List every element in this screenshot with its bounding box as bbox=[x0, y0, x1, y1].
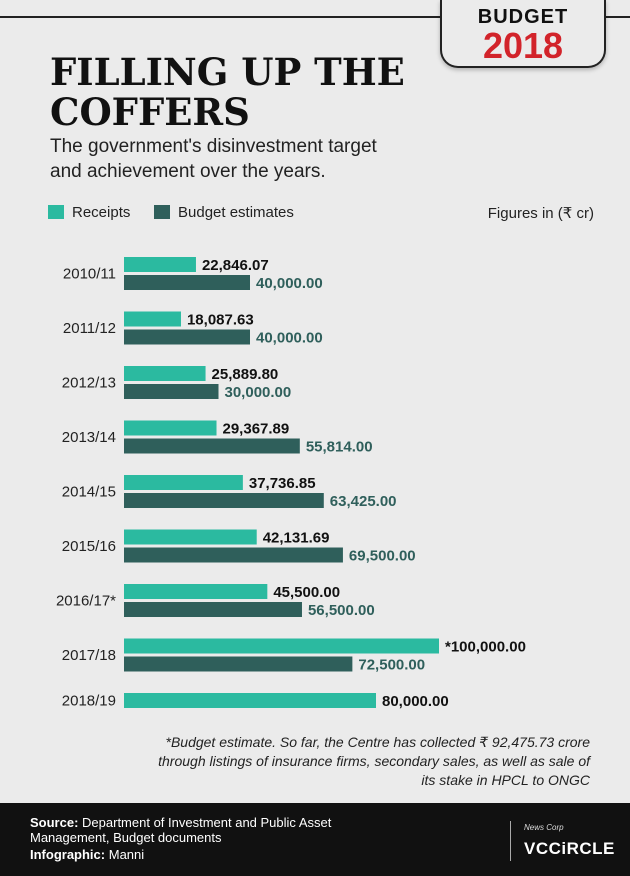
source-block: Source: Department of Investment and Pub… bbox=[30, 815, 390, 862]
source-text: Department of Investment and Public Asse… bbox=[30, 815, 332, 845]
brand-logo: VCCiRCLE bbox=[524, 839, 615, 858]
source-label: Source: bbox=[30, 815, 79, 830]
bar-budget bbox=[124, 329, 250, 345]
category-label: 2017/18 bbox=[62, 647, 116, 664]
bar-receipts bbox=[124, 693, 376, 708]
bar-receipts bbox=[124, 529, 257, 545]
data-label: 45,500.00 bbox=[273, 584, 340, 601]
bar-receipts bbox=[124, 257, 196, 272]
data-label: 37,736.85 bbox=[249, 475, 316, 492]
bar-receipts bbox=[124, 420, 217, 436]
data-label: 69,500.00 bbox=[349, 548, 416, 565]
footer-divider bbox=[510, 821, 511, 861]
publisher-logo: News Corp bbox=[524, 823, 564, 832]
data-label: 18,087.63 bbox=[187, 312, 254, 329]
budget-badge: BUDGET 2018 bbox=[440, 0, 606, 68]
category-label: 2012/13 bbox=[62, 375, 116, 392]
legend-label-budget: Budget estimates bbox=[178, 204, 294, 221]
badge-year: 2018 bbox=[482, 25, 564, 66]
data-label: 40,000.00 bbox=[256, 275, 323, 292]
data-label: 22,846.07 bbox=[202, 257, 269, 274]
legend-item-receipts: Receipts bbox=[48, 204, 130, 221]
legend-swatch-receipts bbox=[48, 205, 64, 219]
data-label: 30,000.00 bbox=[225, 384, 292, 401]
category-label: 2018/19 bbox=[62, 693, 116, 710]
category-label: 2015/16 bbox=[62, 538, 116, 555]
category-label: 2011/12 bbox=[63, 320, 116, 337]
footnote: *Budget estimate. So far, the Centre has… bbox=[158, 734, 590, 788]
bar-budget bbox=[124, 275, 250, 290]
bar-budget bbox=[124, 384, 219, 399]
category-label: 2010/11 bbox=[63, 266, 116, 283]
units-note: Figures in (₹ cr) bbox=[487, 205, 594, 222]
credit-label: Infographic: bbox=[30, 847, 106, 862]
bar-budget bbox=[124, 602, 302, 617]
bar-receipts bbox=[124, 311, 181, 327]
data-label: 42,131.69 bbox=[263, 530, 330, 547]
bar-budget bbox=[124, 547, 343, 563]
chart-subtitle: The government's disinvestment target an… bbox=[50, 136, 377, 182]
data-label: 80,000.00 bbox=[382, 693, 449, 710]
category-label: 2013/14 bbox=[62, 429, 116, 446]
top-rule bbox=[0, 16, 630, 18]
bar-receipts bbox=[124, 638, 439, 654]
bar-budget bbox=[124, 656, 353, 672]
credit-text: Manni bbox=[108, 847, 145, 862]
data-label: 56,500.00 bbox=[308, 602, 375, 619]
data-label: 72,500.00 bbox=[358, 657, 425, 674]
bar-budget bbox=[124, 493, 324, 508]
data-label: 29,367.89 bbox=[223, 421, 290, 438]
data-label: *100,000.00 bbox=[445, 639, 526, 656]
chart-title: FILLING UP THE COFFERS bbox=[50, 50, 405, 134]
bar-receipts bbox=[124, 584, 268, 599]
data-label: 55,814.00 bbox=[306, 439, 373, 456]
badge-line1: BUDGET bbox=[477, 6, 569, 28]
bar-budget bbox=[124, 438, 300, 454]
legend-swatch-budget bbox=[154, 205, 170, 219]
footer: Source: Department of Investment and Pub… bbox=[0, 803, 630, 876]
bar-receipts bbox=[124, 475, 243, 490]
legend-item-budget: Budget estimates bbox=[154, 204, 294, 221]
data-label: 63,425.00 bbox=[330, 493, 397, 510]
legend-label-receipts: Receipts bbox=[72, 204, 131, 221]
bar-receipts bbox=[124, 366, 206, 381]
category-label: 2016/17* bbox=[56, 593, 116, 610]
category-label: 2014/15 bbox=[62, 484, 116, 501]
data-label: 25,889.80 bbox=[212, 366, 279, 383]
data-label: 40,000.00 bbox=[256, 330, 323, 347]
